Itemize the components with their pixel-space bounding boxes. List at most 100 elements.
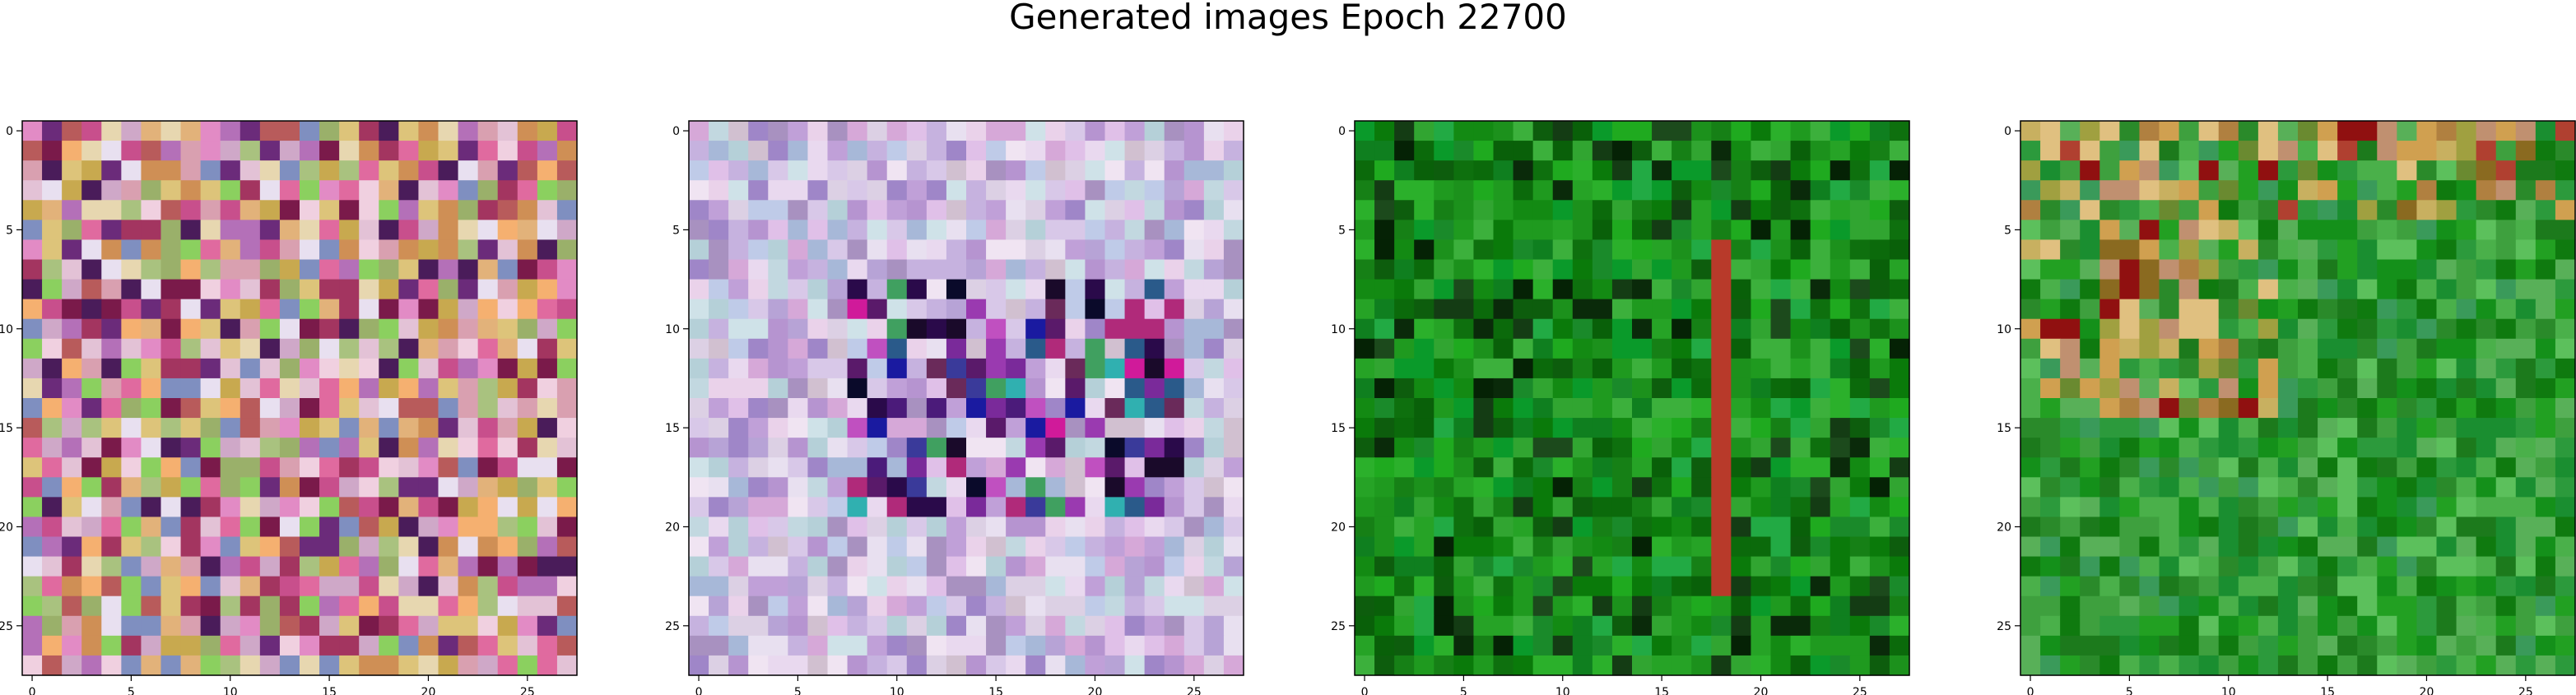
pixel-cell (339, 141, 360, 161)
pixel-cell (497, 635, 518, 656)
pixel-cell (22, 438, 43, 458)
pixel-cell (1691, 338, 1712, 359)
pixel-cell (2159, 556, 2180, 577)
pixel-cell (1144, 655, 1165, 676)
pixel-cell (807, 338, 829, 359)
pixel-cell (1869, 635, 1890, 656)
pixel-cell (438, 259, 459, 280)
pixel-cell (1672, 318, 1692, 340)
pixel-cell (2515, 338, 2536, 359)
pixel-cell (2099, 180, 2120, 201)
pixel-cell (160, 279, 182, 300)
pixel-cell (2277, 595, 2299, 617)
pixel-cell (709, 299, 729, 320)
pixel-cell (1572, 259, 1593, 280)
pixel-cell (2139, 299, 2160, 320)
pixel-cell (2535, 536, 2556, 558)
pixel-cell (1592, 180, 1613, 201)
pixel-cell (2555, 398, 2576, 419)
pixel-cell (827, 536, 849, 558)
pixel-cell (1104, 220, 1126, 241)
pixel-cell (517, 517, 538, 538)
pixel-cell (2298, 457, 2318, 478)
pixel-cell (2555, 438, 2576, 458)
pixel-cell (359, 418, 379, 438)
pixel-cell (2119, 477, 2141, 498)
pixel-cell (1183, 457, 1205, 478)
pixel-cell (1006, 517, 1026, 538)
pixel-cell (2257, 338, 2279, 359)
pixel-cell (1124, 556, 1146, 577)
pixel-cell (2416, 438, 2438, 458)
pixel-cell (1672, 635, 1692, 656)
pixel-cell (2159, 378, 2180, 399)
pixel-cell (1849, 536, 1871, 558)
pixel-cell (1711, 200, 1732, 220)
pixel-cell (62, 338, 82, 359)
pixel-cell (398, 239, 420, 261)
pixel-cell (2178, 358, 2200, 379)
pixel-cell (1453, 378, 1475, 399)
pixel-cell (1592, 338, 1613, 359)
pixel-cell (1770, 378, 1792, 399)
pixel-cell (2495, 418, 2517, 438)
pixel-cell (1355, 318, 1375, 340)
pixel-cell (1672, 259, 1692, 280)
pixel-cell (2277, 576, 2299, 597)
pixel-cell (1849, 556, 1871, 577)
pixel-cell (2535, 358, 2556, 379)
pixel-cell (1632, 536, 1653, 558)
pixel-cell (1672, 477, 1692, 498)
pixel-cell (689, 556, 709, 577)
pixel-cell (2476, 160, 2497, 181)
pixel-cell (259, 438, 281, 458)
pixel-cell (497, 358, 518, 379)
pixel-cell (946, 635, 967, 656)
pixel-cell (1085, 160, 1106, 181)
pixel-cell (1374, 200, 1395, 220)
pixel-cell (847, 615, 868, 637)
pixel-cell (556, 299, 578, 320)
pixel-cell (300, 318, 320, 340)
pixel-cell (1164, 438, 1185, 458)
pixel-cell (1434, 160, 1454, 181)
pixel-cell (2555, 121, 2576, 141)
pixel-cell (2476, 378, 2497, 399)
pixel-cell (556, 200, 578, 220)
pixel-cell (101, 595, 122, 617)
pixel-cell (886, 655, 908, 676)
pixel-cell (398, 576, 420, 597)
pixel-cell (748, 497, 769, 518)
pixel-cell (2060, 338, 2081, 359)
pixel-cell (709, 358, 729, 379)
pixel-cell (2277, 635, 2299, 656)
pixel-cell (1691, 517, 1712, 538)
pixel-cell (259, 595, 281, 617)
pixel-cell (497, 239, 518, 261)
pixel-cell (926, 180, 947, 201)
pixel-cell (1065, 655, 1086, 676)
pixel-cell (728, 615, 749, 637)
pixel-cell (926, 200, 947, 220)
pixel-cell (2277, 141, 2299, 161)
pixel-cell (2238, 358, 2259, 379)
pixel-cell (239, 615, 261, 637)
pixel-cell (1869, 615, 1890, 637)
pixel-cell (2277, 517, 2299, 538)
pixel-cell (2119, 635, 2141, 656)
pixel-cell (807, 398, 829, 419)
pixel-cell (81, 180, 102, 201)
pixel-cell (1849, 517, 1871, 538)
pixel-cell (1414, 318, 1434, 340)
pixel-cell (418, 121, 439, 141)
pixel-cell (2377, 279, 2397, 300)
pixel-cell (1731, 536, 1752, 558)
pixel-cell (1552, 457, 1574, 478)
pixel-cell (2436, 457, 2457, 478)
pixel-cell (1810, 635, 1831, 656)
pixel-cell (62, 180, 82, 201)
pixel-cell (438, 556, 459, 577)
pixel-cell (2257, 556, 2279, 577)
pixel-cell (1223, 299, 1244, 320)
pixel-cell (1572, 457, 1593, 478)
